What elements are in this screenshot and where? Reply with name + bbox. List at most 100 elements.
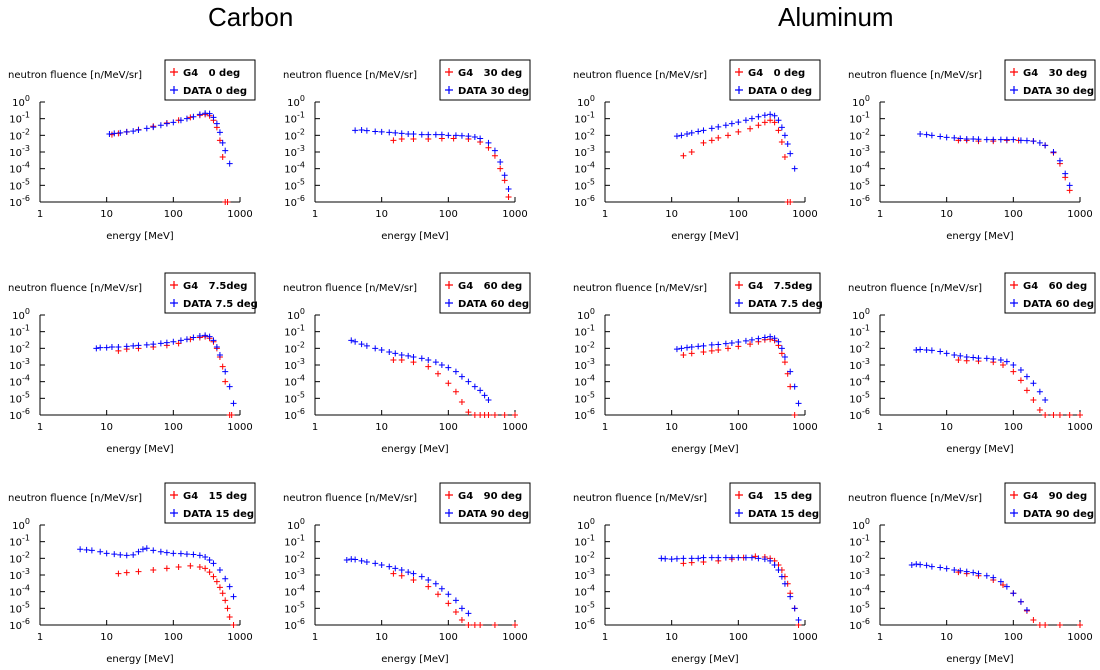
- x-tick-label: 1: [37, 209, 43, 220]
- y-tick-label: 10-3: [849, 144, 870, 159]
- data-point: [491, 412, 498, 418]
- data-point: [983, 572, 990, 579]
- data-point: [150, 547, 157, 554]
- data-point: [1023, 606, 1030, 613]
- legend-marker: [735, 68, 743, 76]
- panel-4: neutron fluence [n/MeV/sr] 100 10-110-2 10-…: [848, 59, 1096, 242]
- data-point: [458, 132, 465, 139]
- data-point: [501, 177, 508, 184]
- data-point: [680, 560, 687, 567]
- data-point: [951, 566, 958, 573]
- x-tick-label: 10: [100, 632, 113, 643]
- data-point: [795, 616, 802, 623]
- y-tick-label: 10-4: [849, 584, 870, 599]
- legend-box: [439, 59, 531, 101]
- data-point: [485, 139, 492, 146]
- legend-marker: [1010, 491, 1018, 499]
- legend-marker: [735, 509, 743, 517]
- legend-marker: [445, 86, 453, 94]
- data-point: [157, 548, 164, 555]
- y-tick-label: 10-5: [849, 390, 870, 405]
- data-point: [908, 561, 915, 568]
- x-axis-title: energy [MeV]: [106, 654, 174, 665]
- data-point: [405, 569, 412, 576]
- y-tick-label: 10-3: [9, 567, 30, 582]
- data-point: [662, 555, 669, 562]
- data-point: [668, 556, 675, 563]
- data-point: [781, 580, 788, 587]
- data-point: [363, 342, 370, 349]
- y-tick-label: 10-5: [849, 177, 870, 192]
- y-tick-label: 10-3: [9, 357, 30, 372]
- legend-box: [164, 272, 256, 314]
- data-point: [795, 622, 802, 628]
- data-point: [775, 117, 782, 124]
- data-point: [1023, 387, 1030, 394]
- data-point: [990, 355, 997, 362]
- data-point: [222, 575, 229, 582]
- data-point: [187, 562, 194, 569]
- legend-marker: [170, 86, 178, 94]
- y-tick-label: 10-5: [574, 177, 595, 192]
- y-tick-label: 10-1: [849, 324, 870, 339]
- y-tick-label: 10-2: [284, 340, 305, 355]
- data-point: [501, 172, 508, 179]
- data-point: [410, 570, 417, 577]
- data-point: [1003, 358, 1010, 365]
- data-point: [715, 341, 722, 348]
- data-point: [787, 150, 794, 157]
- data-point: [108, 344, 115, 351]
- data-point: [435, 591, 442, 598]
- data-point: [378, 561, 385, 568]
- data-point: [708, 125, 715, 132]
- y-axis-title: neutron fluence [n/MeV/sr]: [8, 70, 142, 81]
- data-point: [163, 549, 170, 556]
- panel-12: neutron fluence [n/MeV/sr] 100 10-110-2 10-…: [848, 482, 1096, 665]
- x-axis-title: energy [MeV]: [946, 231, 1014, 242]
- data-point: [190, 113, 197, 120]
- data-point: [445, 591, 452, 598]
- y-axis-title: neutron fluence [n/MeV/sr]: [8, 283, 142, 294]
- data-point: [775, 338, 782, 345]
- y-tick-label: 10-1: [849, 534, 870, 549]
- y-tick-label: 10-1: [284, 111, 305, 126]
- data-point: [928, 563, 935, 570]
- data-point: [386, 349, 393, 356]
- x-tick-label: 1: [877, 632, 883, 643]
- data-point: [175, 564, 182, 571]
- data-point: [410, 577, 417, 584]
- y-tick-label: 10-2: [849, 340, 870, 355]
- y-tick-label: 10-3: [574, 567, 595, 582]
- series-g4: [390, 135, 512, 200]
- data-point: [405, 352, 412, 359]
- series-g4: [115, 562, 237, 628]
- data-point: [348, 337, 355, 344]
- legend-label: DATA 60 deg: [1023, 299, 1094, 310]
- y-tick-label: 10-1: [9, 534, 30, 549]
- legend-marker: [1010, 299, 1018, 307]
- data-point: [767, 117, 774, 124]
- data-point: [1066, 412, 1073, 418]
- legend-box: [164, 482, 256, 524]
- data-point: [465, 610, 472, 617]
- data-point: [465, 133, 472, 140]
- data-point: [481, 392, 488, 399]
- data-point: [997, 356, 1004, 363]
- data-point: [923, 562, 930, 569]
- data-point: [230, 622, 237, 628]
- data-point: [458, 605, 465, 612]
- data-point: [747, 341, 754, 348]
- data-point: [708, 137, 715, 144]
- data-point: [445, 600, 452, 607]
- y-axis-title: neutron fluence [n/MeV/sr]: [8, 493, 142, 504]
- data-point: [450, 135, 457, 142]
- x-tick-label: 1000: [227, 209, 252, 220]
- x-tick-label: 1000: [1067, 632, 1092, 643]
- x-axis-title: energy [MeV]: [381, 654, 449, 665]
- data-point: [398, 351, 405, 358]
- data-point: [163, 565, 170, 572]
- series-g4: [390, 570, 518, 628]
- data-point: [1000, 362, 1007, 368]
- series-data: [913, 346, 1049, 403]
